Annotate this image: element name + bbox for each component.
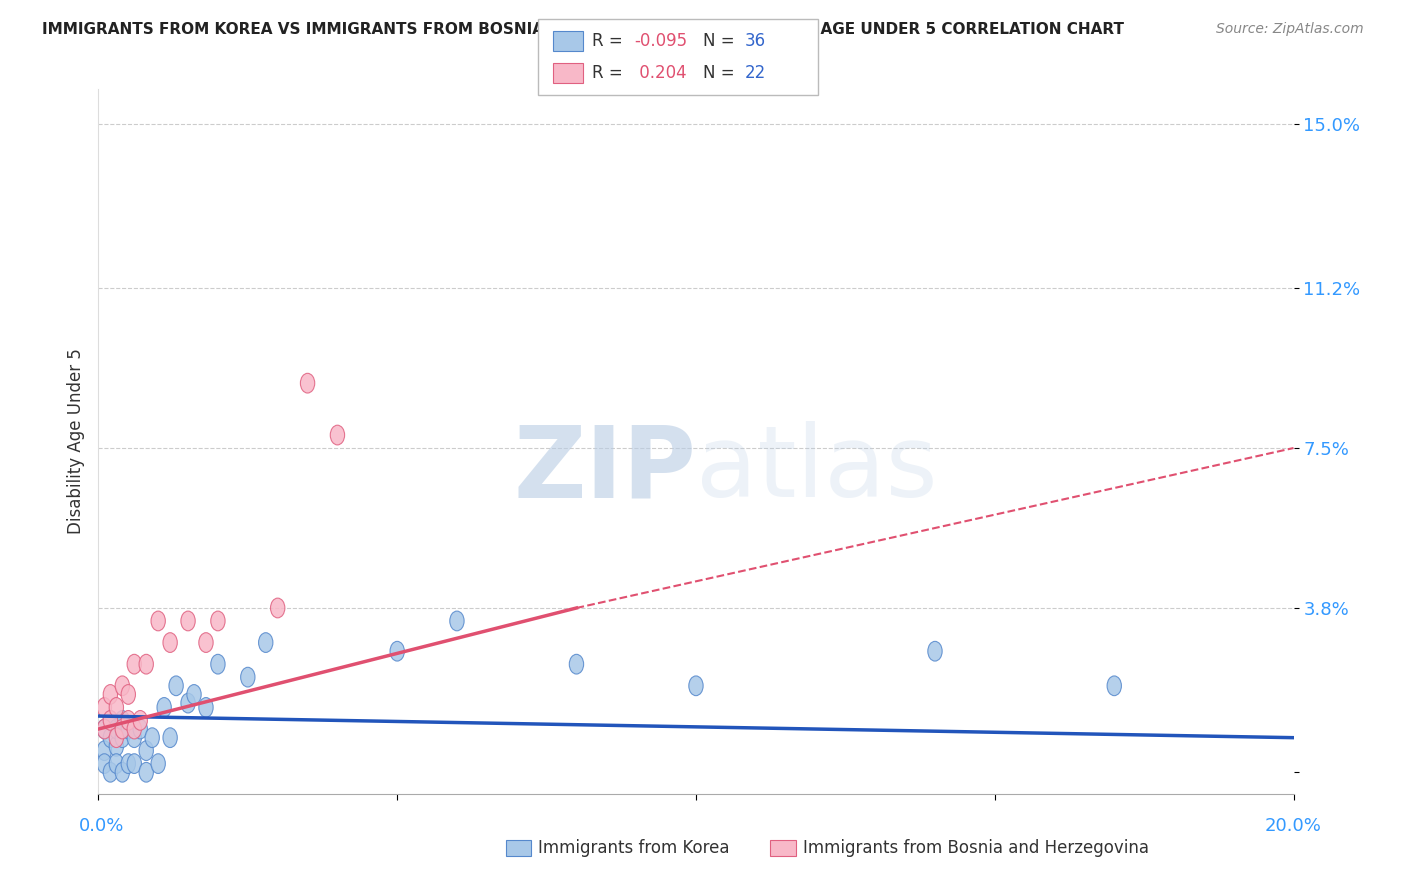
Ellipse shape <box>259 632 273 652</box>
Ellipse shape <box>110 719 124 739</box>
Ellipse shape <box>198 632 214 652</box>
Ellipse shape <box>163 728 177 747</box>
Ellipse shape <box>240 667 254 687</box>
Ellipse shape <box>97 719 111 739</box>
Ellipse shape <box>134 711 148 731</box>
Text: R =: R = <box>592 64 623 82</box>
Ellipse shape <box>115 763 129 782</box>
Ellipse shape <box>115 728 129 747</box>
Ellipse shape <box>270 599 285 618</box>
Ellipse shape <box>139 655 153 674</box>
Ellipse shape <box>139 763 153 782</box>
Ellipse shape <box>110 754 124 773</box>
Text: Source: ZipAtlas.com: Source: ZipAtlas.com <box>1216 22 1364 37</box>
Ellipse shape <box>450 611 464 631</box>
Ellipse shape <box>97 740 111 761</box>
Text: N =: N = <box>703 32 734 50</box>
Text: N =: N = <box>703 64 734 82</box>
Ellipse shape <box>928 641 942 661</box>
Ellipse shape <box>103 728 118 747</box>
Ellipse shape <box>569 655 583 674</box>
Text: 0.0%: 0.0% <box>79 817 124 835</box>
Ellipse shape <box>115 719 129 739</box>
Ellipse shape <box>139 740 153 761</box>
Text: 20.0%: 20.0% <box>1265 817 1322 835</box>
Ellipse shape <box>127 728 142 747</box>
Ellipse shape <box>127 719 142 739</box>
Ellipse shape <box>169 676 183 696</box>
Ellipse shape <box>150 611 166 631</box>
Text: Immigrants from Bosnia and Herzegovina: Immigrants from Bosnia and Herzegovina <box>803 839 1149 857</box>
Ellipse shape <box>1107 676 1122 696</box>
Text: Immigrants from Korea: Immigrants from Korea <box>538 839 730 857</box>
Ellipse shape <box>115 676 129 696</box>
Ellipse shape <box>198 698 214 717</box>
Ellipse shape <box>211 611 225 631</box>
Ellipse shape <box>103 711 118 731</box>
Ellipse shape <box>97 698 111 717</box>
Text: 36: 36 <box>745 32 766 50</box>
Ellipse shape <box>181 611 195 631</box>
Text: atlas: atlas <box>696 421 938 518</box>
Text: 0.204: 0.204 <box>634 64 686 82</box>
Ellipse shape <box>110 698 124 717</box>
Ellipse shape <box>127 754 142 773</box>
Ellipse shape <box>389 641 405 661</box>
Ellipse shape <box>103 763 118 782</box>
Ellipse shape <box>689 676 703 696</box>
Ellipse shape <box>110 728 124 747</box>
Ellipse shape <box>145 728 159 747</box>
Ellipse shape <box>163 632 177 652</box>
Ellipse shape <box>127 655 142 674</box>
Text: -0.095: -0.095 <box>634 32 688 50</box>
Ellipse shape <box>330 425 344 445</box>
Ellipse shape <box>121 711 135 731</box>
Ellipse shape <box>187 684 201 705</box>
Ellipse shape <box>211 655 225 674</box>
Ellipse shape <box>121 719 135 739</box>
Ellipse shape <box>103 711 118 731</box>
Ellipse shape <box>181 693 195 713</box>
Ellipse shape <box>97 754 111 773</box>
Ellipse shape <box>110 737 124 756</box>
Ellipse shape <box>115 711 129 731</box>
Ellipse shape <box>121 754 135 773</box>
Ellipse shape <box>301 374 315 393</box>
Ellipse shape <box>103 684 118 705</box>
Ellipse shape <box>134 719 148 739</box>
Y-axis label: Disability Age Under 5: Disability Age Under 5 <box>66 349 84 534</box>
Ellipse shape <box>150 754 166 773</box>
Ellipse shape <box>157 698 172 717</box>
Text: IMMIGRANTS FROM KOREA VS IMMIGRANTS FROM BOSNIA AND HERZEGOVINA DISABILITY AGE U: IMMIGRANTS FROM KOREA VS IMMIGRANTS FROM… <box>42 22 1125 37</box>
Ellipse shape <box>97 719 111 739</box>
Ellipse shape <box>121 684 135 705</box>
Text: ZIP: ZIP <box>513 421 696 518</box>
Text: R =: R = <box>592 32 623 50</box>
Text: 22: 22 <box>745 64 766 82</box>
